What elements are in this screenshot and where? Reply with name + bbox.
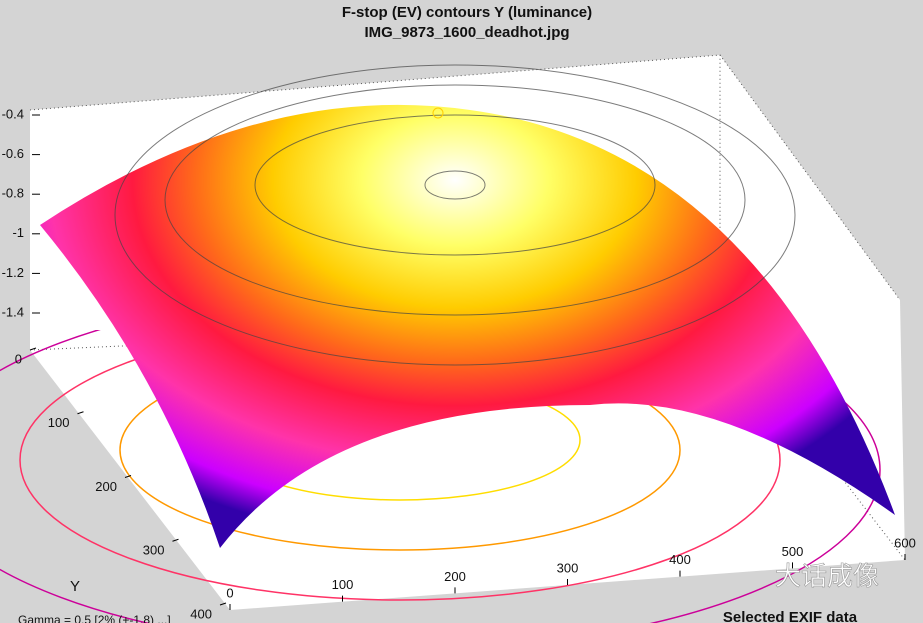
contour [164,84,746,316]
z-tick-label: -1 [12,225,24,240]
floor-contour [0,330,881,623]
y-tick [219,602,227,606]
x-tick-label: 400 [669,552,691,567]
x-tick-label: 500 [782,544,804,559]
chart-title: IMG_9873_1600_deadhot.jpg [364,24,569,41]
surface [40,104,895,548]
watermark: 大话成像 [775,561,879,591]
x-tick-label: 0 [226,585,233,600]
x-axis-label: Selected EXIF data [723,609,858,623]
surface-contours [114,64,796,366]
z-tick-label: -1.2 [2,265,24,280]
floor-contour [19,330,781,601]
x-tick-label: 200 [444,569,466,584]
y-tick-label: 0 [15,351,22,366]
z-tick-label: -0.4 [2,106,24,121]
marker [432,107,444,119]
x-tick-label: 300 [557,560,579,575]
y-tick [29,347,37,351]
chart-title: F-stop (EV) contours Y (luminance) [342,4,592,21]
y-tick-label: 200 [95,479,117,494]
z-tick-label: -0.6 [2,146,24,161]
y-tick-label: 100 [48,415,70,430]
y-tick-label: 400 [190,606,212,621]
footer-note: Gamma = 0.5 [2% (+-1.8) ...] [18,613,171,623]
x-tick-label: 600 [894,535,916,550]
contour [424,170,486,200]
y-tick-label: 300 [143,543,165,558]
y-tick [124,475,132,478]
z-tick-label: -1.4 [2,304,24,319]
y-axis-label: Y [70,578,80,595]
contour [254,114,656,256]
x-tick-label: 100 [332,577,354,592]
contour [114,64,796,366]
y-tick [172,538,179,542]
y-tick [77,411,84,415]
z-tick-label: -0.8 [2,186,24,201]
